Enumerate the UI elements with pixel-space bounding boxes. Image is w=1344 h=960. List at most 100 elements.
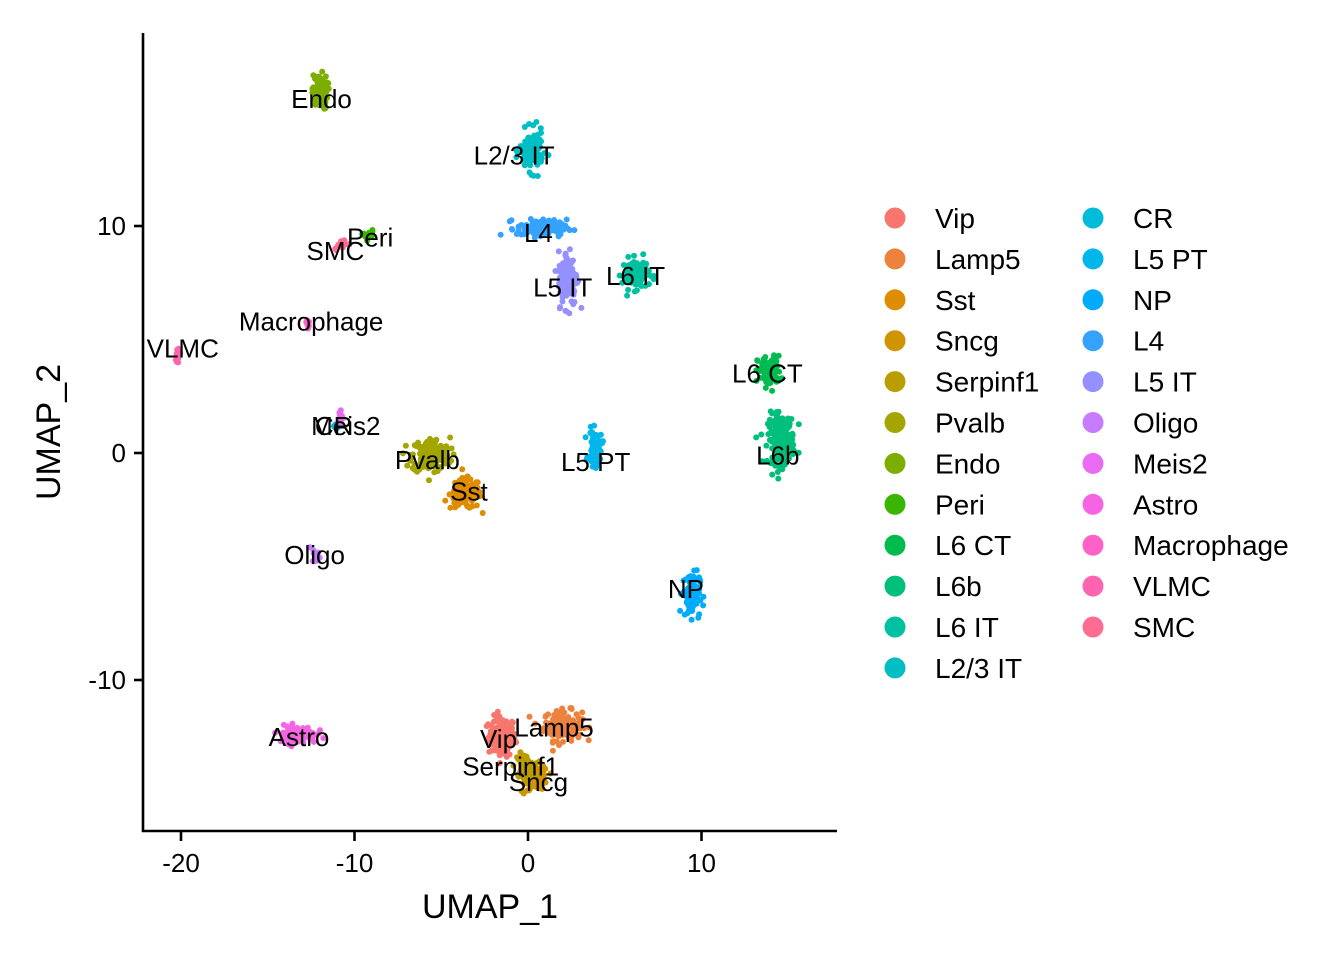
cluster-label: L4 bbox=[524, 218, 553, 248]
data-point bbox=[483, 723, 490, 730]
data-point bbox=[555, 248, 562, 255]
data-point bbox=[631, 288, 638, 295]
data-point bbox=[559, 298, 566, 305]
data-point bbox=[688, 616, 695, 623]
cluster-label: Vip bbox=[480, 724, 517, 754]
data-point bbox=[437, 442, 444, 449]
cluster-label: L5 PT bbox=[561, 447, 630, 477]
cluster-points-vip bbox=[483, 708, 520, 766]
data-point bbox=[639, 270, 646, 277]
legend-key bbox=[884, 207, 906, 229]
data-point bbox=[568, 733, 575, 740]
data-point bbox=[431, 469, 438, 476]
data-point bbox=[537, 233, 544, 240]
cluster-label: Astro bbox=[269, 722, 330, 752]
data-point bbox=[411, 460, 418, 467]
data-point bbox=[364, 237, 371, 244]
data-point bbox=[518, 788, 525, 795]
data-point bbox=[568, 706, 575, 712]
legend-item: Lamp5 bbox=[884, 244, 1021, 275]
cluster-label: VLMC bbox=[147, 334, 219, 364]
legend-item: Meis2 bbox=[1082, 448, 1208, 479]
cluster-label: SMC bbox=[307, 236, 365, 266]
data-point bbox=[424, 446, 431, 453]
data-point bbox=[555, 233, 562, 240]
cluster-points-l5-pt bbox=[582, 422, 606, 471]
data-point bbox=[786, 423, 793, 430]
data-point bbox=[583, 455, 590, 462]
data-point bbox=[773, 358, 780, 365]
data-point bbox=[594, 458, 601, 465]
data-point bbox=[526, 787, 533, 794]
legend-label: L4 bbox=[1133, 326, 1164, 357]
legend-label: Serpinf1 bbox=[935, 367, 1039, 398]
data-point bbox=[774, 412, 781, 419]
data-point bbox=[541, 150, 548, 156]
data-point bbox=[772, 445, 779, 452]
data-point bbox=[785, 455, 792, 462]
legend-item: L4 bbox=[1082, 326, 1164, 357]
legend-item: L2/3 IT bbox=[884, 653, 1022, 684]
cluster-label: Oligo bbox=[284, 540, 345, 570]
data-point bbox=[762, 384, 769, 391]
data-point bbox=[700, 593, 707, 600]
legend-key bbox=[884, 330, 906, 352]
legend-key bbox=[1082, 616, 1104, 638]
data-point bbox=[488, 722, 495, 729]
data-point bbox=[459, 466, 466, 473]
legend-label: Oligo bbox=[1133, 408, 1198, 439]
cluster-points-lamp5 bbox=[526, 705, 593, 754]
data-point bbox=[540, 776, 547, 783]
data-point bbox=[586, 724, 593, 731]
data-point bbox=[513, 231, 520, 237]
data-point bbox=[469, 497, 475, 504]
data-point bbox=[306, 544, 313, 551]
data-point bbox=[508, 226, 515, 232]
data-point bbox=[644, 269, 651, 276]
data-point bbox=[473, 479, 480, 486]
data-point bbox=[769, 387, 776, 394]
x-axis-title: UMAP_1 bbox=[422, 888, 558, 926]
data-point bbox=[774, 417, 781, 424]
data-point bbox=[497, 231, 504, 238]
legend-key bbox=[884, 412, 906, 433]
data-point bbox=[624, 292, 631, 299]
legend-key bbox=[884, 493, 906, 515]
legend-item: L6 IT bbox=[884, 612, 999, 643]
legend-item: Oligo bbox=[1082, 408, 1198, 439]
data-point bbox=[320, 735, 327, 742]
data-point bbox=[775, 352, 782, 359]
data-point bbox=[640, 251, 647, 258]
data-point bbox=[497, 744, 504, 751]
data-point bbox=[521, 124, 528, 130]
data-point bbox=[427, 435, 433, 442]
data-point bbox=[648, 273, 655, 280]
data-point bbox=[442, 497, 449, 504]
data-point bbox=[554, 221, 561, 227]
data-point bbox=[437, 447, 444, 454]
data-point bbox=[558, 731, 565, 737]
cluster-label: L2/3 IT bbox=[474, 141, 555, 171]
x-tick-label: -10 bbox=[336, 848, 374, 878]
cluster-points-oligo bbox=[306, 544, 323, 565]
data-point bbox=[594, 439, 601, 446]
data-point bbox=[542, 219, 549, 226]
data-point bbox=[565, 290, 572, 297]
data-point bbox=[587, 429, 594, 436]
data-point bbox=[319, 76, 326, 83]
data-point bbox=[759, 364, 766, 371]
legend-label: VLMC bbox=[1133, 571, 1211, 602]
data-point bbox=[759, 458, 766, 465]
data-point bbox=[496, 760, 503, 766]
legend-label: CR bbox=[1133, 203, 1173, 234]
legend-label: Endo bbox=[935, 448, 1000, 479]
data-point bbox=[476, 493, 483, 500]
data-point bbox=[790, 451, 796, 457]
data-point bbox=[321, 96, 328, 103]
legend-label: Vip bbox=[935, 203, 975, 234]
data-point bbox=[437, 464, 444, 471]
data-point bbox=[521, 161, 528, 168]
data-point bbox=[450, 451, 457, 458]
legend-label: Pvalb bbox=[935, 408, 1005, 439]
